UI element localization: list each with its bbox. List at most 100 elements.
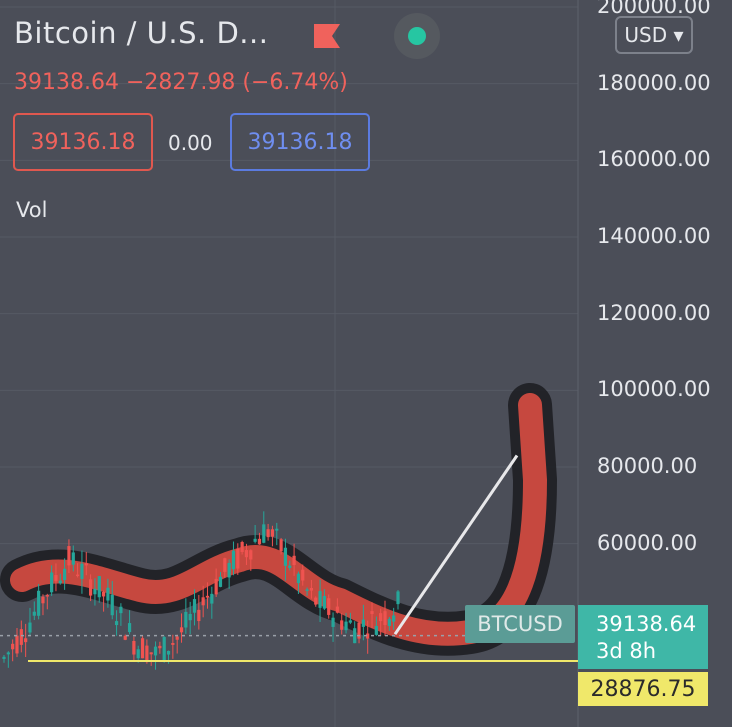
- candle-body: [370, 611, 374, 615]
- candle-body: [270, 529, 275, 537]
- axis-tick-label: 80000.00: [597, 454, 698, 478]
- candle-body: [340, 620, 344, 630]
- candle-body: [279, 539, 283, 552]
- candle-body: [379, 613, 383, 622]
- candle-body: [11, 643, 15, 650]
- candle-body: [63, 568, 67, 580]
- candle-body: [309, 588, 314, 591]
- candle-body: [292, 555, 296, 566]
- candle-body: [136, 649, 140, 659]
- candle-body: [335, 606, 339, 613]
- candle-body: [357, 622, 361, 639]
- market-status-icon[interactable]: [394, 13, 440, 59]
- axis-tick-label: 160000.00: [597, 147, 711, 172]
- candle-body: [67, 546, 71, 566]
- last-price-value: 39138.64: [596, 612, 697, 636]
- candle-body: [348, 620, 352, 623]
- candle-body: [80, 563, 84, 579]
- candle-body: [366, 633, 370, 639]
- candle-body: [305, 589, 309, 591]
- candle-body: [114, 621, 119, 626]
- candle-body: [28, 622, 32, 633]
- candle-body: [201, 597, 205, 606]
- candle-body: [231, 550, 236, 570]
- axis-tick-label: 180000.00: [597, 70, 711, 95]
- candle-body: [6, 652, 10, 655]
- candle-body: [314, 597, 318, 605]
- candle-body: [54, 575, 58, 582]
- candle-body: [145, 645, 149, 663]
- candle-body: [41, 596, 45, 604]
- candle-body: [197, 609, 201, 622]
- candle-body: [24, 638, 28, 643]
- candle-body: [50, 572, 54, 593]
- projection-line[interactable]: [393, 454, 519, 636]
- candle-body: [45, 595, 49, 597]
- candle-body: [223, 558, 227, 572]
- candle-body: [166, 650, 171, 655]
- candlesticks: [2, 511, 400, 670]
- candle-body: [84, 563, 88, 566]
- candle-body: [127, 623, 132, 633]
- candle-body: [322, 595, 326, 609]
- last-price-label: 39138.64 3d 8h: [578, 605, 708, 669]
- symbol-title[interactable]: Bitcoin / U.S. D...: [14, 16, 269, 50]
- candle-body: [32, 611, 36, 616]
- sell-button[interactable]: 39136.18: [13, 113, 153, 171]
- candle-body: [184, 611, 188, 628]
- volume-label: Vol: [16, 198, 48, 222]
- candle-body: [158, 645, 162, 649]
- candle-body: [19, 629, 23, 645]
- candle-body: [162, 637, 166, 662]
- candle-body: [283, 547, 288, 566]
- candle-body: [249, 550, 253, 560]
- candle-body: [296, 573, 301, 584]
- axis-tick-label: 120000.00: [597, 300, 711, 325]
- candle-body: [318, 591, 322, 608]
- candle-body: [188, 613, 192, 621]
- candle-body: [179, 627, 184, 633]
- candle-body: [244, 550, 249, 558]
- candle-body: [253, 538, 257, 542]
- candle-body: [214, 578, 218, 595]
- candle-body: [153, 646, 158, 656]
- candle-body: [205, 595, 210, 598]
- candle-body: [97, 576, 101, 598]
- candle-body: [171, 642, 175, 645]
- spread-value: 0.00: [168, 131, 213, 155]
- axis-tick-label: 60000.00: [597, 530, 698, 555]
- candle-body: [88, 579, 93, 596]
- candle-body: [331, 617, 335, 627]
- candle-body: [301, 569, 305, 581]
- candle-body: [15, 635, 19, 654]
- candle-body: [344, 621, 348, 631]
- candle-body: [327, 598, 331, 615]
- candle-body: [240, 542, 244, 553]
- candle-body: [110, 594, 114, 616]
- candle-body: [218, 576, 223, 587]
- candle-body: [71, 552, 75, 565]
- candle-body: [288, 565, 292, 568]
- candle-body: [192, 599, 197, 613]
- price-change: 39138.64 −2827.98 (−6.74%): [14, 70, 348, 95]
- candle-body: [361, 619, 365, 627]
- bar-countdown: 3d 8h: [596, 639, 657, 663]
- currency-selector[interactable]: USD ▾: [615, 16, 693, 54]
- candle-body: [76, 574, 80, 577]
- candle-body: [175, 636, 179, 640]
- candle-body: [2, 656, 6, 659]
- candle-body: [392, 615, 396, 622]
- axis-tick-label: 140000.00: [597, 224, 711, 248]
- candle-body: [387, 618, 391, 626]
- candle-body: [353, 628, 357, 644]
- candle-body: [132, 640, 136, 655]
- symbol-price-label: BTCUSD: [465, 605, 575, 643]
- candle-body: [37, 590, 41, 616]
- candle-body: [149, 652, 153, 655]
- flag-icon[interactable]: [314, 24, 340, 48]
- candle-body: [266, 529, 270, 538]
- support-price-label: 28876.75: [578, 672, 708, 706]
- candle-body: [58, 580, 62, 584]
- buy-button[interactable]: 39136.18: [230, 113, 370, 171]
- candle-body: [140, 638, 145, 659]
